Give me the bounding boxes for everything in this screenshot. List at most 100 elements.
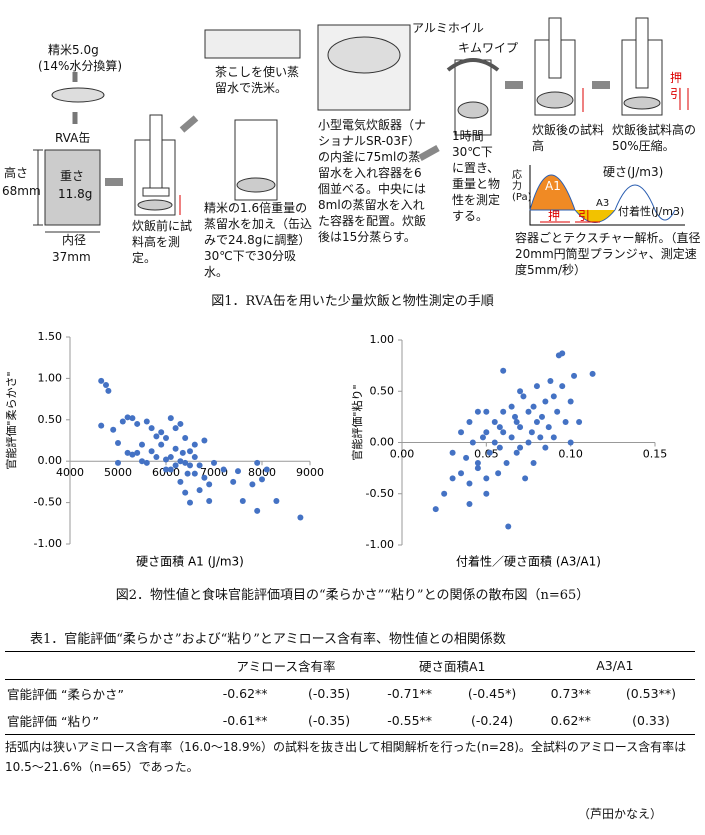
point	[474, 408, 481, 415]
table-cell: -0.55**	[369, 707, 450, 735]
point	[110, 426, 117, 433]
y-axis-title: 官能評価"柔らかさ"	[4, 371, 18, 469]
point	[466, 501, 473, 507]
point	[466, 419, 473, 425]
point	[119, 418, 126, 425]
point	[432, 506, 439, 513]
point	[201, 437, 208, 444]
x-tick-label: 0.00	[390, 448, 415, 461]
author: （芦田かなえ）	[578, 807, 663, 821]
point	[537, 434, 544, 441]
table-cell: -0.61**	[201, 707, 289, 735]
diagram-text: 応力(Pa)	[512, 170, 532, 203]
point	[542, 398, 549, 405]
point	[449, 475, 456, 482]
point	[191, 441, 198, 448]
point	[503, 460, 510, 466]
note: 括弧内は狭いアミロース含有率（16.0～18.9%）の試料を抜き出して相関解析を…	[5, 740, 687, 774]
point	[562, 419, 569, 425]
point	[143, 459, 150, 466]
point	[538, 413, 545, 420]
diagram-text: 硬さ(J/m3)	[603, 165, 664, 179]
diagram-text: A3	[596, 198, 610, 209]
point	[187, 462, 193, 469]
point	[491, 419, 498, 425]
point	[530, 460, 537, 466]
diagram-text: 1時間30℃下に置き、重量と物性を測定する。	[452, 129, 501, 223]
diagram-text: 押引	[670, 71, 683, 101]
y-tick-label: -0.50	[366, 487, 394, 500]
x-tick-label: 0.05	[474, 448, 499, 461]
point	[500, 408, 507, 415]
point	[474, 460, 481, 466]
point	[98, 422, 105, 429]
y-tick-label: 0.50	[38, 413, 63, 426]
table-cell: -0.62**	[222, 686, 268, 701]
point	[513, 419, 520, 425]
point	[517, 424, 524, 431]
point	[211, 459, 217, 466]
point	[134, 420, 141, 427]
point	[191, 454, 198, 461]
y-axis-title: 官能評価"粘り"	[350, 384, 364, 460]
point	[273, 497, 280, 504]
point	[177, 420, 184, 427]
point	[182, 435, 189, 442]
diagram-text: キムワイプ	[458, 41, 519, 55]
point	[441, 490, 448, 497]
point	[158, 441, 165, 448]
point	[105, 387, 112, 394]
diagram-text: 内径	[62, 233, 87, 247]
point	[508, 403, 515, 410]
point	[559, 350, 566, 357]
diagram-shapes	[33, 17, 689, 233]
x-axis-title: 硬さ面積 A1 (J/m3)	[136, 554, 244, 569]
point	[235, 468, 241, 475]
point	[496, 444, 503, 451]
y-tick-label: -1.00	[366, 538, 394, 551]
diagram-text: 37mm	[52, 250, 91, 264]
point	[463, 454, 470, 461]
table-cell: -0.71**	[387, 686, 433, 701]
point	[533, 383, 540, 390]
diagram-text: アルミホイル	[412, 21, 484, 35]
point	[545, 424, 552, 431]
point	[533, 419, 540, 425]
point	[259, 476, 265, 483]
point	[148, 448, 155, 455]
point	[206, 497, 213, 504]
point	[196, 487, 203, 494]
diagram-text: RVA缶	[55, 131, 91, 145]
point	[220, 466, 227, 473]
point	[115, 459, 121, 466]
point	[567, 398, 574, 405]
point	[134, 449, 141, 456]
y-tick-label: 1.50	[38, 330, 63, 343]
x-tick-label: 0.10	[558, 448, 583, 461]
point	[139, 458, 145, 465]
x-tick-label: 9000	[296, 466, 324, 479]
table-cell: (-0.35)	[308, 686, 351, 701]
point	[512, 413, 519, 420]
x-axis-title: 付着性／硬さ面積 (A3/A1)	[456, 554, 601, 569]
point	[115, 439, 121, 446]
point	[458, 470, 465, 477]
diagram-text: 精米の1.6倍重量の蒸留水を加え（缶込みで24.8gに調整）30℃下で30分吸水…	[204, 201, 313, 279]
point	[179, 449, 186, 456]
diagram-text: 引	[578, 209, 591, 223]
point	[124, 449, 131, 456]
table-cell: (-0.45*)	[467, 686, 517, 701]
point	[525, 408, 532, 415]
diagram-text: 68mm	[2, 184, 41, 198]
point	[129, 451, 136, 458]
diagram-text: 付着性(J/m3)	[618, 205, 685, 218]
point	[474, 465, 481, 472]
point	[196, 462, 203, 469]
point	[153, 454, 160, 461]
point	[249, 481, 256, 488]
y-tick-label: 1.00	[370, 333, 395, 346]
point	[148, 425, 155, 432]
x-tick-label: 4000	[56, 466, 84, 479]
